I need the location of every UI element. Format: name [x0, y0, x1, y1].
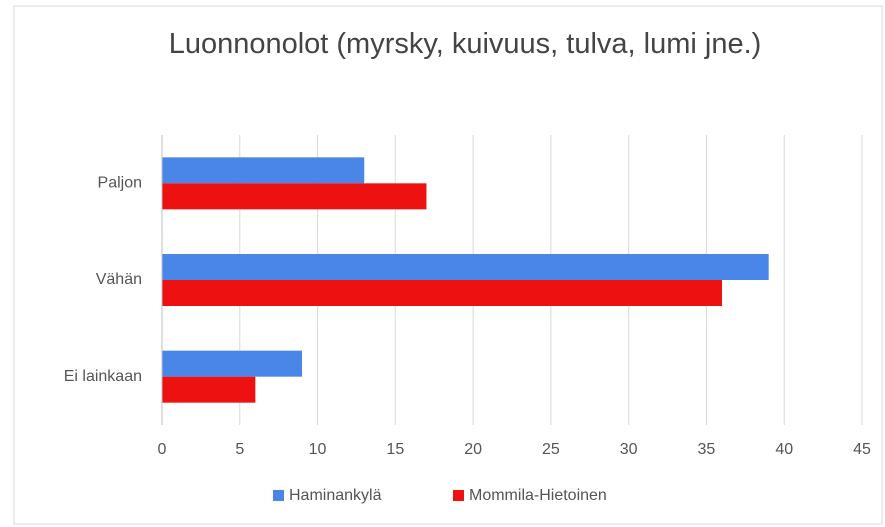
x-tick-label: 0 [158, 441, 167, 458]
x-tick-label: 40 [775, 441, 793, 458]
legend-label: Haminankylä [289, 487, 382, 504]
chart-frame [13, 5, 883, 525]
chart-title: Luonnonolot (myrsky, kuivuus, tulva, lum… [168, 28, 762, 60]
bar [162, 157, 365, 184]
legend-swatch [453, 490, 464, 501]
x-tick-label: 35 [698, 441, 716, 458]
x-tick-label: 5 [235, 441, 244, 458]
x-tick-label: 15 [386, 441, 404, 458]
bar [162, 376, 256, 403]
y-tick-label: Paljon [98, 175, 142, 192]
legend-label: Mommila-Hietoinen [469, 487, 607, 504]
bar [162, 350, 302, 377]
bar [162, 280, 722, 306]
x-tick-label: 10 [309, 441, 327, 458]
y-tick-label: Vähän [96, 271, 142, 288]
y-tick-label: Ei lainkaan [64, 368, 142, 385]
x-tick-label: 45 [853, 441, 871, 458]
x-tick-label: 25 [542, 441, 560, 458]
legend-swatch [273, 490, 284, 501]
x-tick-label: 20 [464, 441, 482, 458]
x-tick-label: 30 [620, 441, 638, 458]
bar [162, 254, 769, 280]
bar [162, 183, 427, 210]
